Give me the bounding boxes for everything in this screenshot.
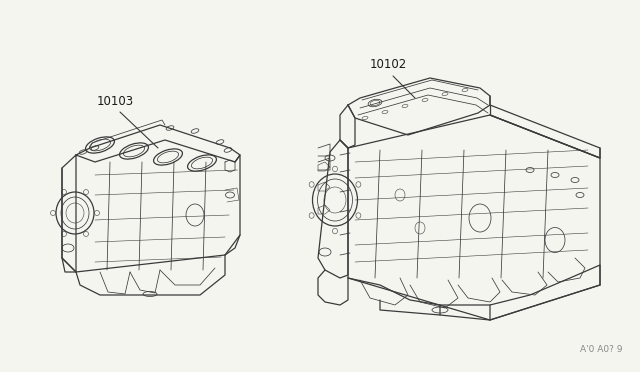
Text: A'0 A0? 9: A'0 A0? 9 <box>579 345 622 354</box>
Text: 10102: 10102 <box>369 58 406 71</box>
Text: 10103: 10103 <box>97 95 134 108</box>
